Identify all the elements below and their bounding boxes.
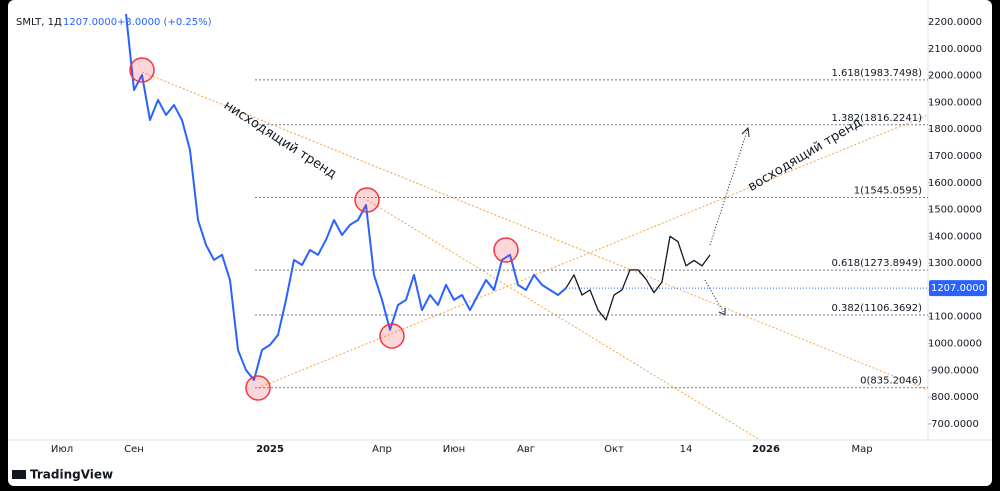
header-price: 1207.0000 [63, 17, 117, 28]
x-tick-label: Апр [372, 444, 392, 455]
trendline [257, 114, 929, 389]
fib-label: 0.382(1106.3692) [831, 303, 922, 314]
y-tick-label: 2200.0000 [928, 17, 982, 28]
x-tick-label: Окт [604, 444, 624, 455]
fib-label: 1.618(1983.7498) [831, 68, 922, 79]
header-change: +3.0000 (+0.25%) [117, 17, 212, 28]
last-price-label: 1207.0000 [931, 283, 985, 294]
logo-text: TradingView [30, 468, 113, 482]
logo: TradingView [12, 468, 113, 482]
arrow [709, 127, 749, 246]
price-line [565, 235, 711, 321]
y-tick-label: 700.0000 [931, 419, 979, 430]
y-tick-label: 900.0000 [931, 365, 979, 376]
price-line [125, 13, 567, 381]
logo-icon [12, 470, 26, 479]
x-tick-label: Июн [443, 444, 465, 455]
y-tick-label: 1900.0000 [928, 97, 982, 108]
y-tick-label: 1800.0000 [928, 124, 982, 135]
x-tick-label: Июл [51, 444, 73, 455]
y-tick-label: 1500.0000 [928, 205, 982, 216]
highlight-circle [493, 237, 519, 263]
trendline [366, 199, 761, 441]
highlight-circle [129, 57, 155, 83]
fib-label: 0(835.2046) [860, 376, 922, 387]
arrow-head [741, 126, 750, 138]
symbol: SMLT, 1Д [16, 17, 62, 28]
x-tick-label: 14 [680, 444, 693, 455]
x-tick-label: Сен [124, 444, 144, 455]
y-tick-label: 1700.0000 [928, 151, 982, 162]
y-tick-label: 1000.0000 [928, 339, 982, 350]
panel [8, 0, 992, 486]
y-tick-label: 2000.0000 [928, 71, 982, 82]
y-tick-label: 1600.0000 [928, 178, 982, 189]
highlight-circle [354, 187, 380, 213]
y-tick-label: 1300.0000 [928, 258, 982, 269]
y-tick-label: 1400.0000 [928, 231, 982, 242]
y-tick-label: 2100.0000 [928, 44, 982, 55]
highlight-circle [245, 375, 271, 401]
y-tick-label: 800.0000 [931, 392, 979, 403]
x-tick-label: 2026 [752, 444, 780, 455]
fib-label: 1(1545.0595) [854, 185, 922, 196]
highlight-circle [379, 323, 405, 349]
fib-label: 1.382(1816.2241) [831, 113, 922, 124]
y-tick-label: 1100.0000 [928, 312, 982, 323]
x-tick-label: Авг [517, 444, 535, 455]
x-tick-label: 2025 [256, 444, 284, 455]
x-tick-label: Мар [851, 444, 872, 455]
drawings [141, 71, 929, 441]
fib-label: 0.618(1273.8949) [831, 258, 922, 269]
series-group [125, 13, 711, 381]
arrow [704, 279, 726, 316]
last-price-tag [929, 280, 987, 297]
